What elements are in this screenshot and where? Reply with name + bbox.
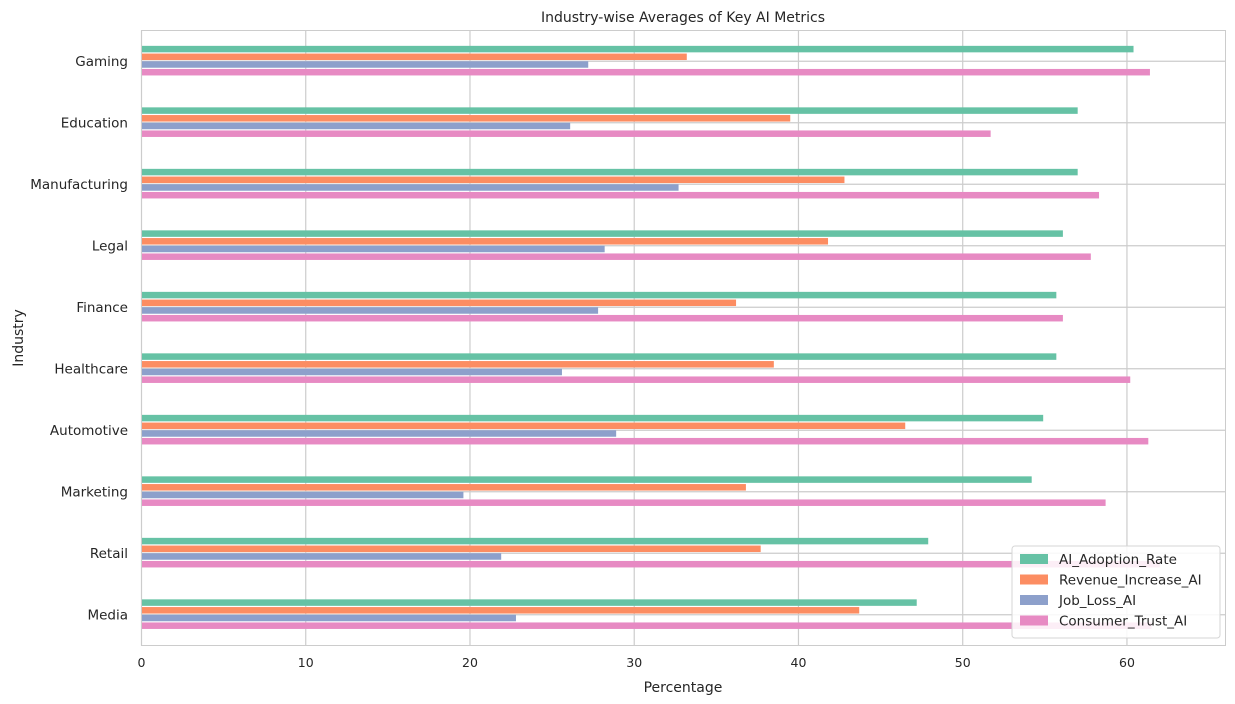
bar [141, 376, 1131, 383]
plot-frame [141, 30, 1226, 646]
bar [141, 307, 599, 314]
bar [141, 53, 687, 61]
bar [141, 115, 791, 122]
bar [141, 230, 1063, 237]
y-tick-label: Media [87, 607, 128, 623]
legend-swatch [1020, 574, 1048, 585]
bar [141, 68, 1150, 76]
bar [141, 614, 516, 622]
bar [141, 253, 1091, 260]
bar [141, 61, 589, 68]
bar [141, 622, 1152, 629]
bar [141, 122, 571, 130]
bar [141, 484, 746, 491]
legend-swatch [1020, 595, 1048, 605]
y-tick-label: Education [61, 115, 128, 131]
legend-swatch [1020, 615, 1048, 626]
bar [141, 476, 1032, 483]
bar [141, 537, 929, 545]
bar [141, 545, 761, 553]
x-tick-label: 60 [1119, 655, 1135, 670]
bar [141, 491, 464, 499]
legend-box [1011, 545, 1221, 639]
x-tick-label: 40 [791, 655, 807, 670]
bar [141, 499, 1106, 506]
legend-swatch [1020, 554, 1048, 564]
bar [141, 414, 1044, 422]
bars-group [141, 45, 1160, 629]
chart-title: Industry-wise Averages of Key AI Metrics [541, 10, 825, 26]
bar [141, 553, 502, 560]
bar [141, 238, 829, 245]
bar [141, 368, 562, 376]
bar [141, 422, 906, 430]
y-tick-label: Retail [90, 546, 128, 562]
x-tick-label: 50 [955, 655, 971, 670]
x-axis-label: Percentage [644, 680, 723, 696]
bar [141, 437, 1149, 445]
bar [141, 430, 617, 437]
y-tick-label: Automotive [50, 423, 128, 439]
x-tick-label: 20 [462, 655, 478, 670]
bar [141, 168, 1078, 176]
bar [141, 45, 1134, 53]
bar [141, 361, 774, 368]
y-tick-labels: Gaming Education Manufacturing Legal Finance… [30, 54, 128, 624]
y-tick-label: Finance [76, 300, 128, 316]
legend-label: Job_Loss_AI [1058, 593, 1136, 609]
bar [141, 191, 1100, 199]
x-tick-label: 10 [298, 655, 314, 670]
bar [141, 107, 1078, 114]
y-tick-label: Manufacturing [30, 177, 128, 193]
bar [141, 184, 679, 191]
bar [141, 291, 1057, 299]
legend-label: Revenue_Increase_AI [1059, 573, 1202, 589]
bar [141, 599, 917, 606]
bar [141, 176, 845, 184]
x-tick-label: 30 [626, 655, 642, 670]
bar [141, 607, 860, 614]
x-tick-label: 0 [138, 655, 146, 670]
bar [141, 353, 1057, 360]
bar [141, 245, 605, 253]
y-axis-label: Industry [11, 309, 27, 367]
legend-label: Consumer_Trust_AI [1059, 614, 1187, 630]
legend-label: AI_Adoption_Rate [1059, 552, 1177, 568]
legend: AI_Adoption_Rate Revenue_Increase_AI Job_L… [1011, 545, 1221, 639]
bar [141, 130, 991, 137]
y-tick-label: Marketing [61, 484, 128, 500]
bar [141, 314, 1063, 322]
y-tick-label: Legal [92, 238, 128, 254]
y-tick-label: Gaming [75, 54, 128, 70]
x-tick-labels: 0 10 20 30 40 50 60 [138, 655, 1135, 670]
bar [141, 299, 737, 307]
bar [141, 560, 1160, 568]
y-tick-label: Healthcare [54, 361, 128, 377]
